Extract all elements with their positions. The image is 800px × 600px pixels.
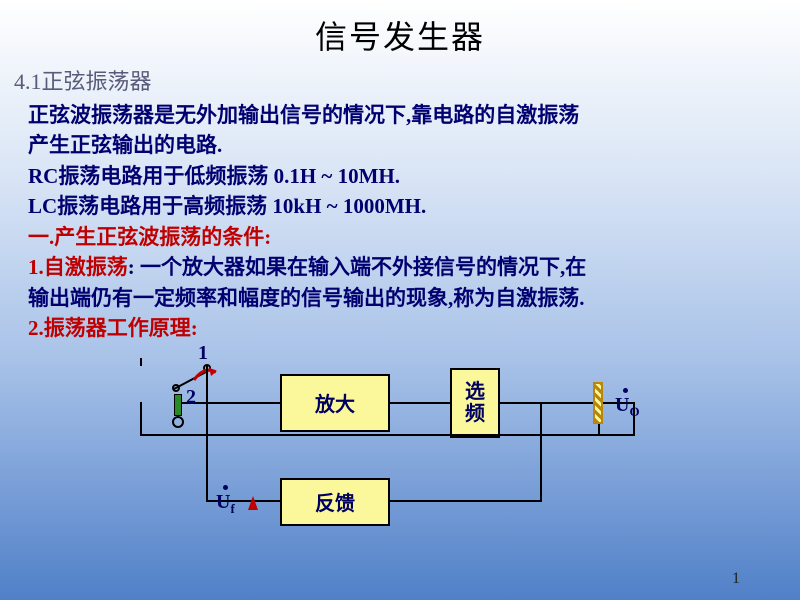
text-line: 输出端仍有一定频率和幅度的信号输出的现象,称为自激振荡. <box>28 283 772 313</box>
text-line: LC振荡电路用于高频振荡 10kH ~ 1000MH. <box>28 191 772 221</box>
wire <box>390 402 450 404</box>
phasor-dot-icon <box>223 485 228 490</box>
switch-terminal-2 <box>172 384 180 392</box>
text-line: 产生正弦输出的电路. <box>28 130 772 160</box>
wire <box>540 402 542 502</box>
output-label: UO <box>615 394 640 420</box>
wire <box>206 366 208 502</box>
selector-label-top: 选 <box>465 381 485 403</box>
page-number: 1 <box>732 570 740 588</box>
section-heading: 4.1正弦振荡器 <box>0 64 800 96</box>
feedback-box: 反馈 <box>280 478 390 526</box>
term-red: 1.自激振荡 <box>28 255 128 279</box>
input-resistor <box>174 394 182 416</box>
content-block: 正弦波振荡器是无外加输出信号的情况下,靠电路的自激振荡 产生正弦输出的电路. R… <box>0 96 800 344</box>
heading-red: 2.振荡器工作原理: <box>28 313 772 343</box>
wire <box>598 434 600 436</box>
text-line: RC振荡电路用于低频振荡 0.1H ~ 10MH. <box>28 161 772 191</box>
wire <box>390 500 542 502</box>
amplifier-box: 放大 <box>280 374 390 432</box>
wire <box>140 358 142 366</box>
switch-label-2: 2 <box>186 386 196 409</box>
text-line: 正弦波振荡器是无外加输出信号的情况下,靠电路的自激振荡 <box>28 100 772 130</box>
wire <box>140 402 142 436</box>
feedback-arrow-icon <box>248 496 258 510</box>
block-diagram: 放大 选 频 反馈 1 2 UO Uf <box>120 348 680 548</box>
phasor-dot-icon <box>623 388 628 393</box>
feedback-label: Uf <box>216 491 235 517</box>
input-port-icon <box>172 416 184 428</box>
heading-red: 一.产生正弦波振荡的条件: <box>28 222 772 252</box>
wire <box>140 434 635 436</box>
text-line: : 一个放大器如果在输入端不外接信号的情况下,在 <box>128 255 587 279</box>
selector-label-bot: 频 <box>465 403 485 425</box>
output-resistor <box>593 382 603 424</box>
selector-box: 选 频 <box>450 368 500 438</box>
page-title: 信号发生器 <box>0 0 800 58</box>
